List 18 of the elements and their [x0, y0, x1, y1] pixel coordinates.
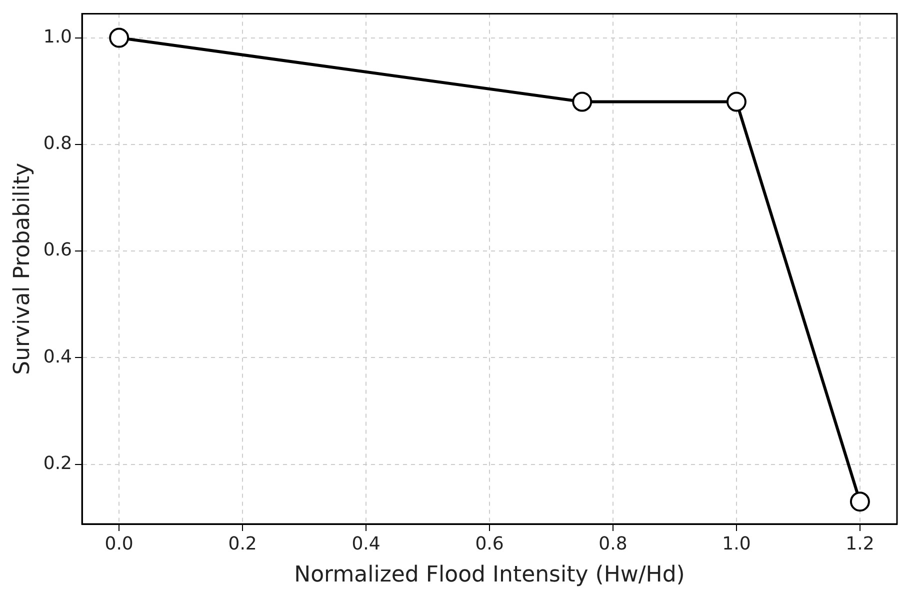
x-axis-title: Normalized Flood Intensity (Hw/Hd): [294, 562, 685, 588]
x-tick-label: 1.0: [722, 533, 751, 554]
x-tick-label: 1.2: [846, 533, 874, 554]
y-tick-label: 0.8: [43, 133, 72, 154]
y-tick-label: 0.2: [43, 452, 72, 474]
y-tick-label: 1.0: [43, 26, 72, 48]
x-tick-label: 0.0: [104, 533, 134, 554]
y-axis-title: Survival Probability: [10, 162, 35, 375]
x-tick-label: 0.2: [228, 533, 257, 554]
x-tick-label: 0.8: [598, 533, 628, 554]
point: [109, 28, 130, 48]
point: [726, 92, 746, 112]
y-tick-label: 0.6: [43, 240, 72, 261]
x-tick-label: 0.6: [475, 533, 504, 554]
point: [850, 492, 870, 512]
point: [572, 92, 592, 112]
x-tick-label: 0.4: [352, 533, 380, 554]
y-tick-label: 0.4: [43, 346, 72, 368]
